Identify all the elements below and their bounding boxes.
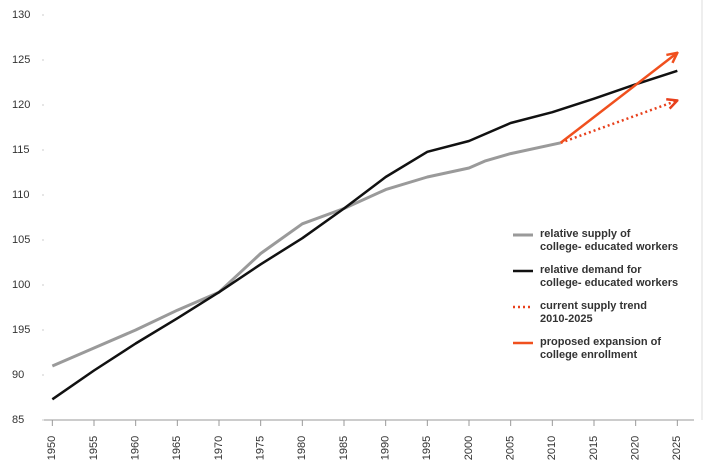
legend-item: relative demand for college- educated wo… xyxy=(512,264,678,290)
x-tick-label: 1985 xyxy=(338,436,350,460)
legend-item: proposed expansion of college enrollment xyxy=(512,336,678,362)
x-tick-label: 2025 xyxy=(671,436,683,460)
series-line xyxy=(51,141,561,368)
y-tick-label: 195 xyxy=(12,324,30,336)
legend-key xyxy=(513,233,533,237)
legend-key xyxy=(513,305,533,309)
y-tick-label: 130 xyxy=(12,9,30,21)
y-tick-label: 115 xyxy=(12,144,30,156)
legend-key xyxy=(513,341,533,345)
x-tick-label: 1990 xyxy=(380,436,392,460)
series-line xyxy=(560,101,678,144)
y-tick-label: 100 xyxy=(12,279,30,291)
x-tick-label: 2015 xyxy=(588,436,600,460)
x-tick-label: 2020 xyxy=(630,436,642,460)
x-tick-label: 2010 xyxy=(546,436,558,460)
legend-item: relative supply of college- educated wor… xyxy=(512,228,678,254)
x-tick-label: 1975 xyxy=(255,436,267,460)
x-tick-label: 2005 xyxy=(505,436,517,460)
x-tick-label: 1980 xyxy=(296,436,308,460)
legend-key xyxy=(513,269,533,273)
legend: relative supply of college- educated wor… xyxy=(512,228,678,372)
series-line xyxy=(51,69,678,401)
x-tick-label: 2000 xyxy=(463,436,475,460)
series-line xyxy=(559,53,678,144)
x-tick-label: 1955 xyxy=(88,436,100,460)
legend-label: relative demand for college- educated wo… xyxy=(540,264,679,289)
y-tick-label: 125 xyxy=(12,54,30,66)
legend-label: current supply trend 2010-2025 xyxy=(540,300,647,325)
legend-label: relative supply of college- educated wor… xyxy=(540,228,679,253)
y-tick-label: 110 xyxy=(12,189,30,201)
legend-item: current supply trend 2010-2025 xyxy=(512,300,678,326)
x-tick-label: 1950 xyxy=(46,436,58,460)
y-tick-label: 85 xyxy=(12,414,24,426)
legend-label: proposed expansion of college enrollment xyxy=(540,336,662,361)
y-tick-label: 120 xyxy=(12,99,30,111)
x-tick-label: 1970 xyxy=(213,436,225,460)
y-tick-label: 90 xyxy=(12,369,24,381)
x-tick-label: 1965 xyxy=(171,436,183,460)
x-tick-label: 1960 xyxy=(130,436,142,460)
y-tick-label: 105 xyxy=(12,234,30,246)
x-tick-label: 1995 xyxy=(421,436,433,460)
